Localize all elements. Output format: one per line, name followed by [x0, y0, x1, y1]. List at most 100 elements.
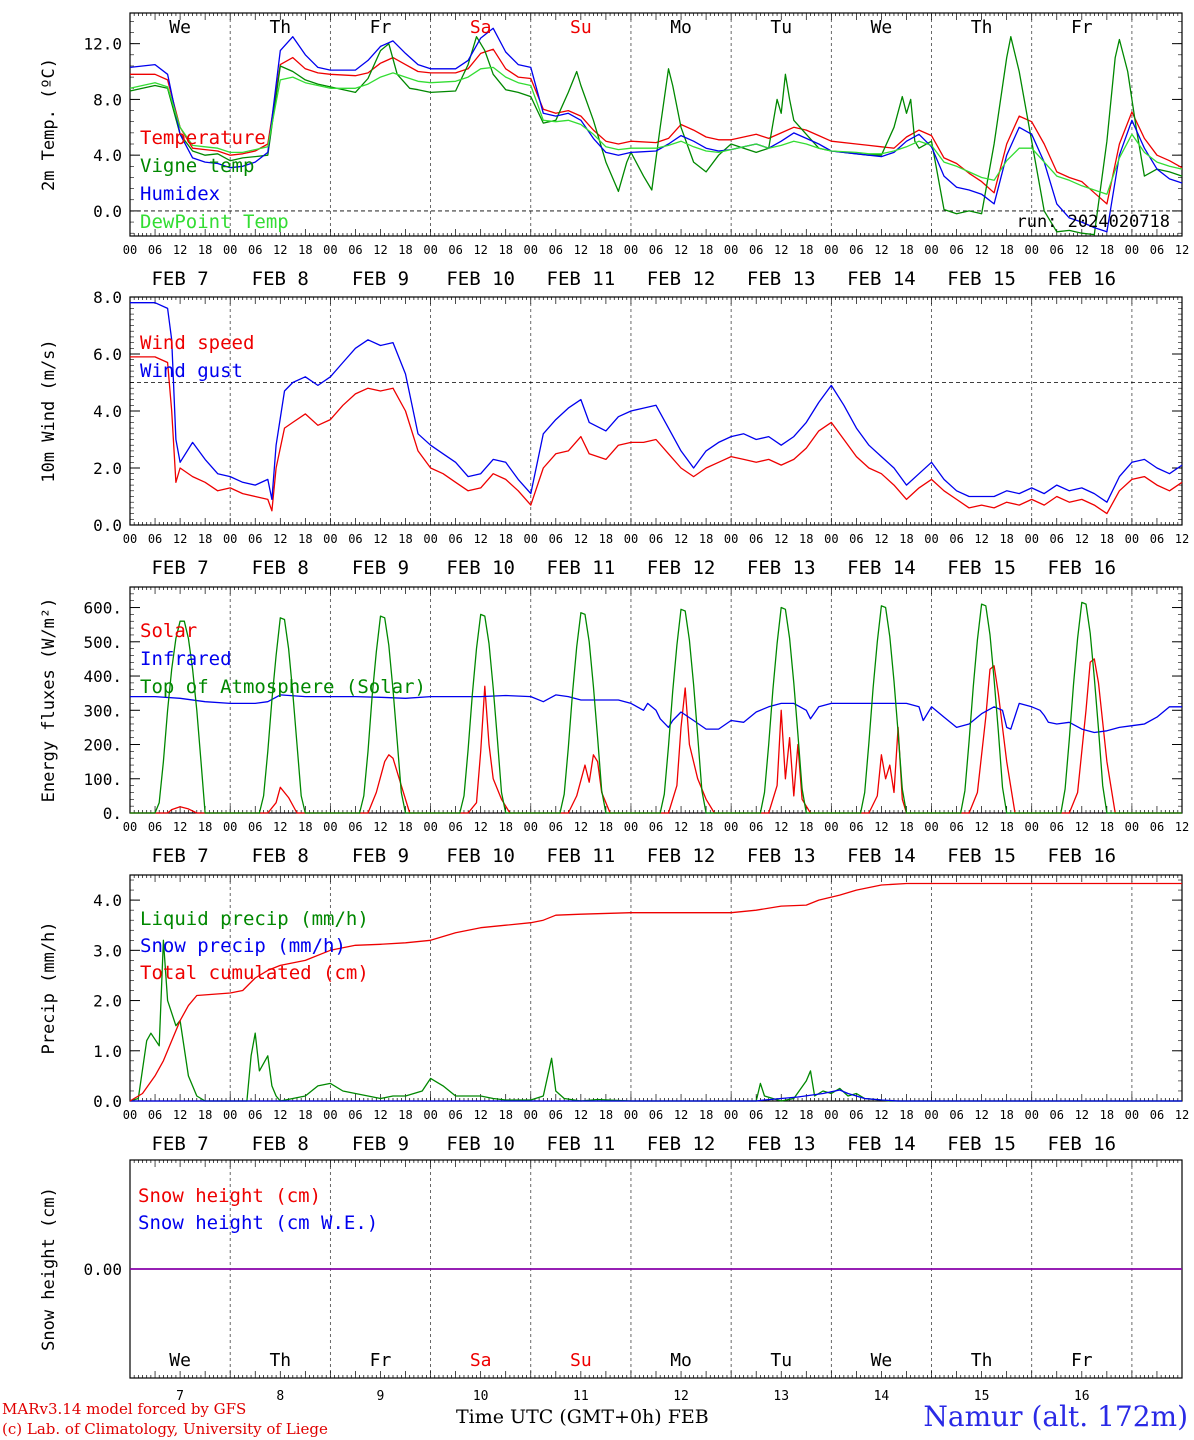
hour-label: 12: [1175, 243, 1189, 257]
hour-label: 12: [1075, 532, 1089, 546]
hour-label: 00: [724, 532, 738, 546]
day-label: Th: [269, 1350, 291, 1371]
hour-label: 06: [1050, 532, 1064, 546]
hour-label: 18: [799, 243, 813, 257]
hour-label: 18: [1100, 532, 1114, 546]
day-number-label: 14: [874, 1389, 890, 1404]
hour-label: 06: [248, 243, 262, 257]
hour-label: 12: [574, 532, 588, 546]
y-tick-label: 500.: [83, 633, 122, 652]
hour-label: 18: [298, 243, 312, 257]
hour-label: 12: [473, 243, 487, 257]
hour-label: 00: [223, 820, 237, 834]
hour-label: 12: [574, 820, 588, 834]
hour-label: 00: [824, 532, 838, 546]
hour-label: 00: [1024, 243, 1038, 257]
hour-label: 18: [799, 1108, 813, 1122]
date-label: FEB 8: [252, 268, 309, 290]
date-label: FEB 11: [547, 1133, 616, 1155]
legend-entry: DewPoint Temp: [140, 211, 289, 233]
hour-label: 00: [223, 1108, 237, 1122]
hour-label: 18: [498, 243, 512, 257]
day-label: Th: [971, 1350, 993, 1371]
series-line-snow-precip-mm-h-: [130, 1089, 1182, 1102]
hour-label: 12: [874, 820, 888, 834]
hour-label: 18: [799, 820, 813, 834]
y-tick-label: 0.: [103, 804, 122, 823]
y-tick-label: 600.: [83, 599, 122, 618]
series-line-infrared: [130, 694, 1182, 734]
hour-label: 18: [1100, 820, 1114, 834]
hour-label: 18: [599, 532, 613, 546]
series-line-top-of-atmosphere-solar-: [130, 601, 1182, 814]
hour-label: 18: [398, 532, 412, 546]
hour-label: 12: [874, 532, 888, 546]
date-label: FEB 8: [252, 557, 309, 579]
hour-label: 00: [223, 532, 237, 546]
hour-label: 18: [498, 820, 512, 834]
day-number-label: 10: [473, 1389, 489, 1404]
hour-label: 06: [949, 532, 963, 546]
hour-label: 18: [198, 820, 212, 834]
y-axis-title: 2m Temp. (ºC): [39, 58, 59, 191]
date-label: FEB 10: [446, 557, 515, 579]
day-label: Fr: [370, 1350, 392, 1371]
hour-label: 00: [924, 243, 938, 257]
day-label: Su: [570, 1350, 592, 1371]
hour-label: 12: [574, 1108, 588, 1122]
credit-line-2: (c) Lab. of Climatology, University of L…: [2, 1420, 328, 1438]
day-label: Mo: [670, 1350, 692, 1371]
day-label: Mo: [670, 17, 692, 38]
legend-entry: Vigne temp: [140, 155, 254, 177]
hour-label: 06: [549, 820, 563, 834]
day-label: We: [169, 17, 191, 38]
hour-label: 06: [749, 820, 763, 834]
hour-label: 06: [649, 243, 663, 257]
hour-label: 12: [674, 532, 688, 546]
hour-label: 12: [974, 243, 988, 257]
date-label: FEB 10: [446, 1133, 515, 1155]
date-label: FEB 7: [151, 845, 208, 867]
hour-label: 00: [524, 243, 538, 257]
hour-label: 06: [549, 1108, 563, 1122]
date-label: FEB 16: [1047, 557, 1116, 579]
hour-label: 12: [273, 1108, 287, 1122]
date-label: FEB 7: [151, 557, 208, 579]
date-label: FEB 13: [747, 268, 816, 290]
hour-label: 18: [398, 243, 412, 257]
legend-entry: Total cumulated (cm): [140, 962, 369, 984]
credit-line-1: MARv3.14 model forced by GFS: [2, 1400, 247, 1418]
hour-label: 06: [148, 243, 162, 257]
hour-label: 00: [423, 820, 437, 834]
hour-label: 00: [323, 1108, 337, 1122]
hour-label: 00: [323, 243, 337, 257]
hour-label: 06: [248, 820, 262, 834]
date-label: FEB 10: [446, 845, 515, 867]
date-label: FEB 8: [252, 1133, 309, 1155]
hour-label: 18: [899, 243, 913, 257]
hour-label: 00: [1125, 243, 1139, 257]
hour-label: 12: [173, 532, 187, 546]
hour-label: 00: [123, 532, 137, 546]
legend-entry: Liquid precip (mm/h): [140, 908, 369, 930]
hour-label: 06: [148, 820, 162, 834]
hour-label: 12: [774, 243, 788, 257]
date-label: FEB 9: [352, 268, 409, 290]
y-tick-label: 0.0: [93, 516, 122, 535]
date-label: FEB 15: [947, 845, 1016, 867]
hour-label: 18: [298, 1108, 312, 1122]
hour-label: 06: [1150, 1108, 1164, 1122]
hour-label: 06: [448, 1108, 462, 1122]
hour-label: 06: [348, 243, 362, 257]
day-number-label: 15: [974, 1389, 990, 1404]
day-label: Fr: [1071, 17, 1093, 38]
date-label: FEB 16: [1047, 845, 1116, 867]
date-label: FEB 14: [847, 557, 916, 579]
y-tick-label: 1.0: [93, 1042, 122, 1061]
hour-label: 12: [974, 1108, 988, 1122]
hour-label: 18: [498, 1108, 512, 1122]
hour-label: 18: [298, 532, 312, 546]
date-label: FEB 7: [151, 1133, 208, 1155]
hour-label: 00: [624, 820, 638, 834]
y-tick-label: 2.0: [93, 459, 122, 478]
